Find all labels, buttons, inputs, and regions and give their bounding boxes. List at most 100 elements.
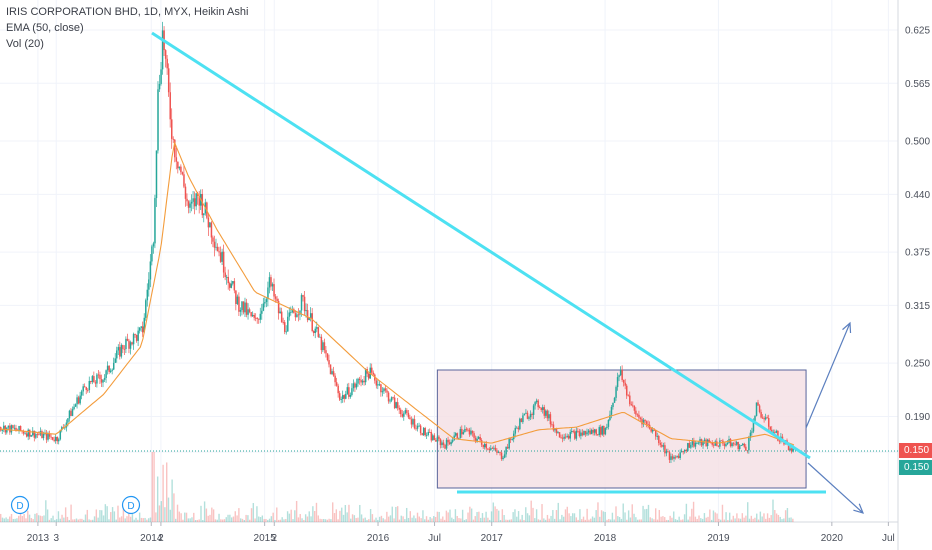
candle-body	[603, 425, 605, 435]
volume-bar	[238, 508, 240, 522]
volume-bar	[205, 508, 208, 522]
legend-volume[interactable]: Vol (20)	[6, 38, 44, 50]
candle-body	[247, 309, 249, 315]
candle-body	[265, 299, 268, 303]
candle-body	[622, 379, 625, 383]
candle-body	[655, 430, 657, 437]
candle-body	[377, 384, 379, 386]
candle-body	[367, 373, 370, 379]
volume-bar	[517, 511, 520, 522]
candle-body	[764, 417, 767, 420]
volume-bar	[337, 519, 339, 522]
volume-bar	[373, 519, 375, 522]
breakdown-arrow[interactable]	[807, 462, 864, 514]
y-tick-label: 0.565	[905, 79, 930, 90]
volume-bar	[775, 513, 778, 522]
volume-bar	[734, 518, 736, 522]
legend-symbol[interactable]: IRIS CORPORATION BHD, 1D, MYX, Heikin As…	[6, 6, 249, 18]
volume-bar	[283, 519, 285, 522]
volume-bar	[750, 515, 753, 522]
candle-body	[290, 312, 292, 313]
candle-body	[244, 302, 246, 313]
candle-body	[745, 446, 747, 451]
candle-body	[656, 436, 659, 437]
candle-body	[653, 429, 655, 431]
volume-bar	[609, 519, 612, 522]
volume-bar	[664, 517, 666, 522]
candle-body	[152, 243, 155, 247]
candle-body	[187, 201, 190, 208]
volume-bar	[608, 518, 610, 522]
candle-body	[114, 358, 117, 363]
volume-bar	[46, 509, 49, 522]
volume-bar	[274, 519, 276, 522]
candle-body	[595, 429, 597, 435]
candle-body	[253, 314, 255, 318]
ema-line[interactable]	[0, 140, 795, 446]
candle-body	[102, 379, 104, 383]
y-tick-label: 0.315	[905, 301, 930, 312]
volume-bar	[97, 517, 99, 522]
candle-body	[276, 298, 278, 302]
volume-bar	[348, 504, 350, 522]
breakout-up-arrow[interactable]	[805, 322, 851, 429]
candle-body	[96, 374, 98, 384]
volume-bar	[359, 504, 361, 522]
candle-body	[189, 203, 191, 208]
candle-body	[222, 251, 225, 273]
volume-bar	[270, 516, 273, 522]
candle-body	[571, 431, 573, 433]
candle-body	[193, 198, 196, 207]
volume-bar	[451, 517, 453, 522]
candle-body	[668, 452, 671, 460]
candle-body	[68, 410, 71, 419]
candle-body	[221, 251, 223, 262]
candle-body	[267, 287, 269, 300]
candle-body	[577, 430, 579, 432]
candle-body	[499, 452, 501, 453]
volume-bar	[738, 518, 740, 522]
candle-body	[482, 444, 484, 448]
downtrend-line[interactable]	[151, 31, 811, 460]
legend-ema[interactable]: EMA (50, close)	[6, 22, 84, 34]
volume-bar	[41, 516, 43, 522]
candle-body	[757, 402, 759, 406]
volume-bar	[405, 507, 408, 522]
candle-body	[371, 367, 373, 373]
candle-body	[299, 310, 301, 315]
volume-bar	[703, 513, 706, 522]
volume-bar	[680, 519, 682, 522]
candle-body	[464, 428, 466, 433]
volume-bar	[294, 510, 296, 522]
candle-body	[106, 365, 109, 371]
volume-bar	[420, 518, 422, 522]
candle-body	[450, 441, 452, 445]
volume-bar	[631, 504, 633, 522]
candle-body	[641, 418, 643, 425]
volume-bar	[68, 519, 70, 522]
candle-body	[320, 336, 323, 351]
volume-bar	[626, 519, 628, 522]
candle-body	[412, 419, 414, 425]
candle-body	[48, 433, 51, 437]
volume-bar	[584, 519, 587, 522]
range-rectangle[interactable]	[436, 369, 807, 489]
candle-body	[673, 456, 675, 459]
dividend-marker[interactable]	[121, 495, 141, 515]
volume-bar	[115, 519, 117, 522]
x-tick-label: Jul	[882, 533, 895, 544]
volume-bar	[120, 516, 123, 522]
volume-bar	[135, 517, 137, 522]
volume-bar	[660, 516, 662, 522]
candle-body	[386, 390, 388, 393]
volume-bar	[770, 515, 772, 522]
volume-bar	[481, 513, 484, 522]
candle-body	[403, 413, 405, 417]
dividend-marker[interactable]	[10, 495, 30, 515]
candle-body	[141, 326, 144, 333]
candle-body	[456, 433, 459, 439]
volume-bar	[371, 514, 374, 522]
candle-body	[53, 439, 55, 441]
volume-bar	[1, 517, 4, 522]
